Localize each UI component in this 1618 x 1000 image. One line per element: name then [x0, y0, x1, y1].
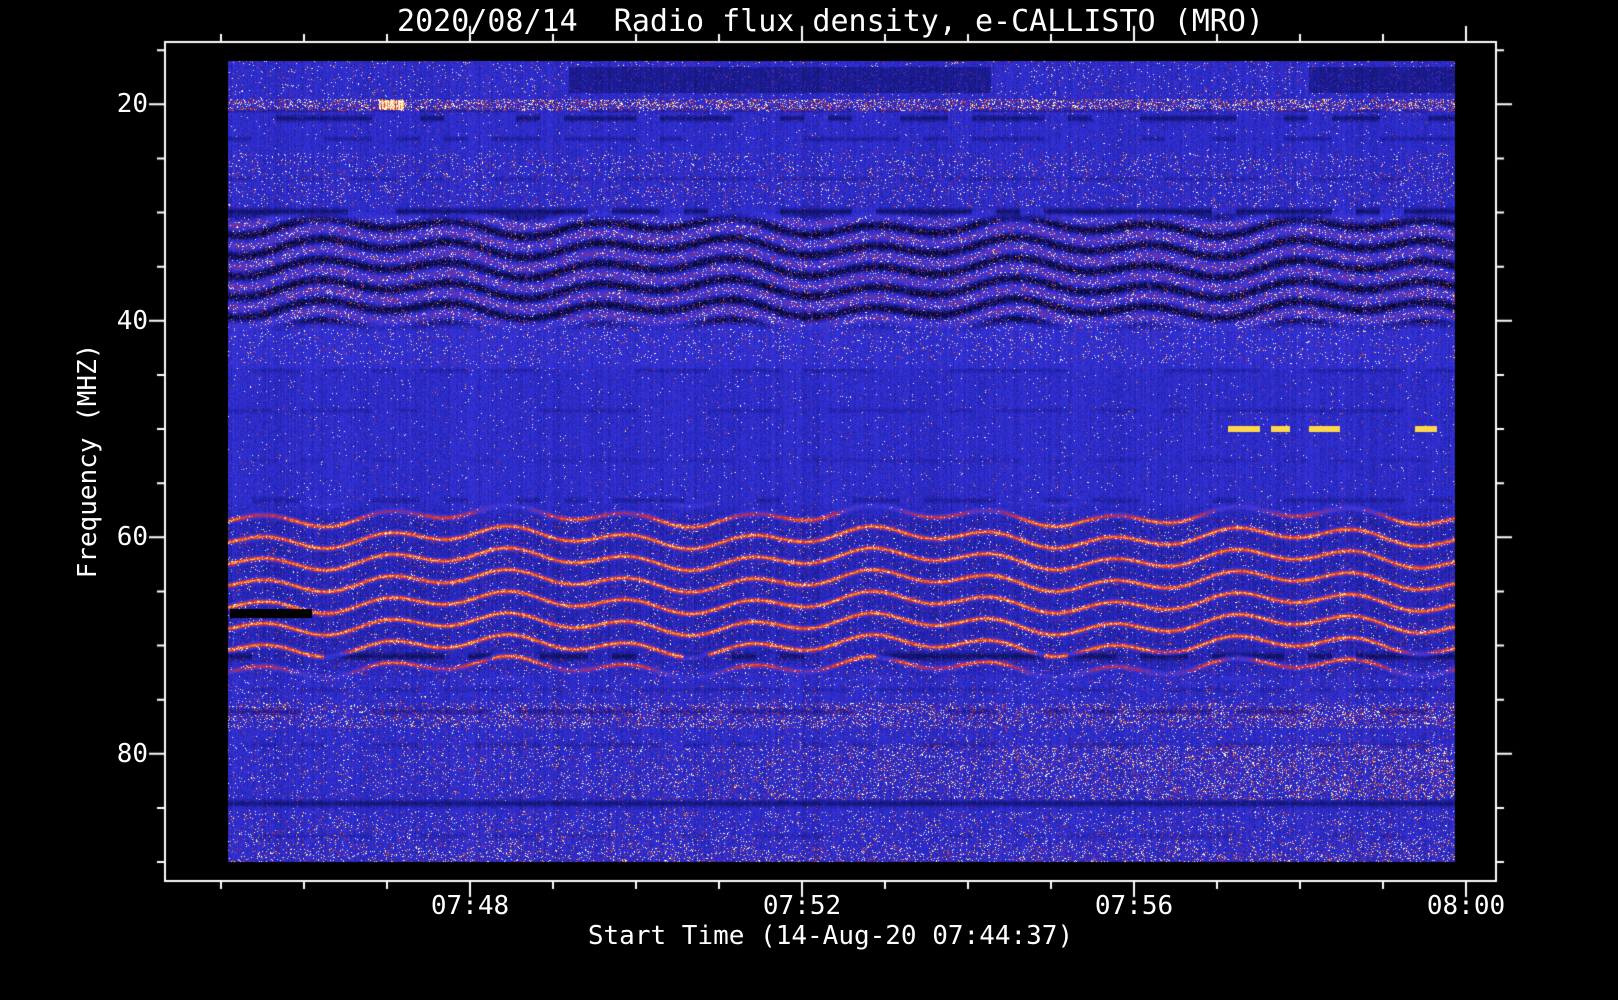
x-tick-label: 07:52 [762, 891, 842, 921]
y-tick-label: 60 [116, 522, 148, 553]
chart-title: 2020/08/14 Radio flux density, e-CALLIST… [397, 4, 1264, 39]
y-tick-label: 20 [116, 89, 148, 120]
x-tick-label: 07:48 [430, 891, 510, 921]
y-tick-label: 40 [116, 305, 148, 336]
x-tick-label: 08:00 [1426, 891, 1506, 921]
x-tick-label: 07:56 [1094, 891, 1174, 921]
y-axis-label: Frequency (MHZ) [73, 343, 103, 579]
y-tick-label: 80 [116, 738, 148, 769]
x-axis-label: Start Time (14-Aug-20 07:44:37) [587, 921, 1074, 951]
